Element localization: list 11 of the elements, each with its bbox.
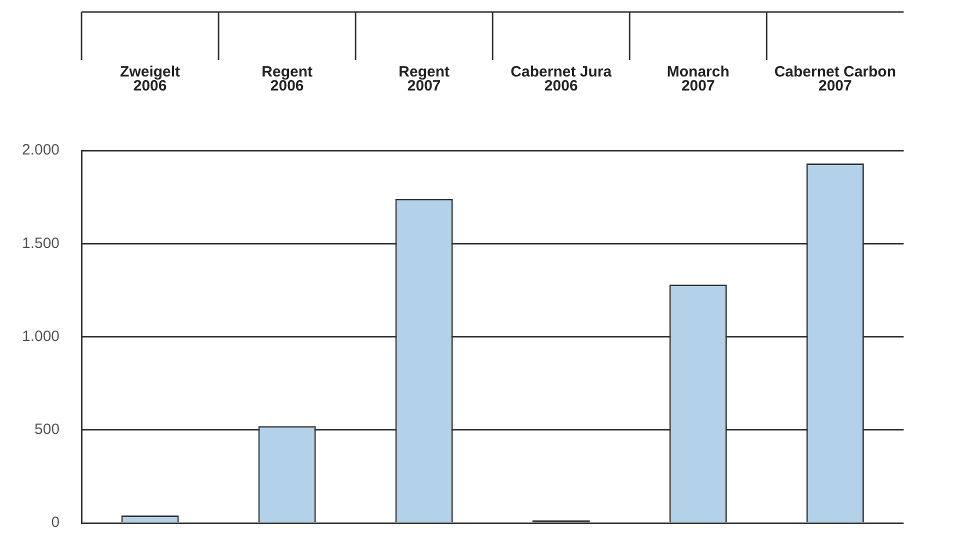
y-tick-label: 2.000 <box>22 142 60 159</box>
y-tick-label: 0 <box>51 514 60 532</box>
y-tick-label: 500 <box>34 421 60 438</box>
x-tick-label: Regent 2007 <box>398 63 450 95</box>
x-tick-label: Cabernet Carbon 2007 <box>774 63 896 95</box>
y-tick-label: 1.500 <box>22 234 60 252</box>
y-tick-label: 1.000 <box>22 328 60 345</box>
x-tick-label: Regent 2006 <box>262 63 312 95</box>
x-tick-label: Cabernet Jura 2006 <box>510 63 612 95</box>
x-tick-label: Monarch 2007 <box>666 63 730 95</box>
x-tick-label: Zweigelt 2006 <box>120 63 180 95</box>
